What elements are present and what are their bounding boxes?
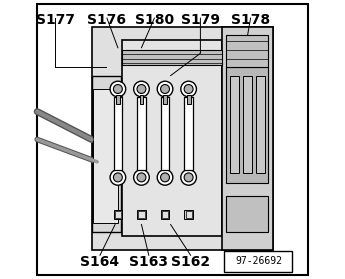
Bar — [185, 97, 193, 170]
Text: S178: S178 — [231, 13, 270, 27]
Bar — [138, 211, 145, 218]
Circle shape — [181, 81, 196, 97]
Bar — [139, 95, 144, 104]
Bar — [226, 35, 268, 67]
Bar — [226, 196, 268, 232]
Text: 97-26692: 97-26692 — [236, 256, 283, 266]
Text: S180: S180 — [135, 13, 174, 27]
Circle shape — [160, 173, 169, 182]
Bar — [186, 211, 192, 218]
Bar — [115, 211, 121, 218]
Bar — [121, 40, 222, 236]
Bar — [229, 76, 239, 174]
Bar — [137, 210, 146, 219]
Bar — [137, 97, 146, 170]
Circle shape — [114, 173, 122, 182]
Bar — [91, 27, 273, 250]
Circle shape — [137, 173, 146, 182]
Circle shape — [110, 81, 126, 97]
Bar — [222, 27, 273, 250]
Bar — [114, 97, 122, 170]
Bar — [93, 89, 118, 223]
Circle shape — [114, 85, 122, 93]
Bar — [162, 211, 168, 218]
Text: S163: S163 — [129, 255, 168, 269]
Bar — [256, 76, 265, 174]
Circle shape — [134, 170, 149, 185]
Bar — [224, 251, 293, 272]
Bar — [185, 210, 193, 219]
Circle shape — [160, 85, 169, 93]
Bar — [226, 67, 268, 183]
Circle shape — [157, 81, 173, 97]
Text: S176: S176 — [87, 13, 126, 27]
Circle shape — [134, 81, 149, 97]
Bar — [116, 95, 120, 104]
Bar — [161, 210, 169, 219]
Bar — [114, 210, 122, 219]
Circle shape — [157, 170, 173, 185]
Circle shape — [184, 85, 193, 93]
Circle shape — [110, 170, 126, 185]
Bar — [243, 76, 252, 174]
Bar — [161, 97, 169, 170]
Bar — [121, 50, 222, 66]
Circle shape — [137, 85, 146, 93]
Bar — [163, 95, 167, 104]
Circle shape — [184, 173, 193, 182]
Text: S164: S164 — [80, 255, 119, 269]
Bar — [187, 95, 190, 104]
Text: S177: S177 — [36, 13, 75, 27]
Text: S179: S179 — [181, 13, 220, 27]
Circle shape — [181, 170, 196, 185]
Bar — [91, 76, 121, 232]
Text: S162: S162 — [171, 255, 210, 269]
